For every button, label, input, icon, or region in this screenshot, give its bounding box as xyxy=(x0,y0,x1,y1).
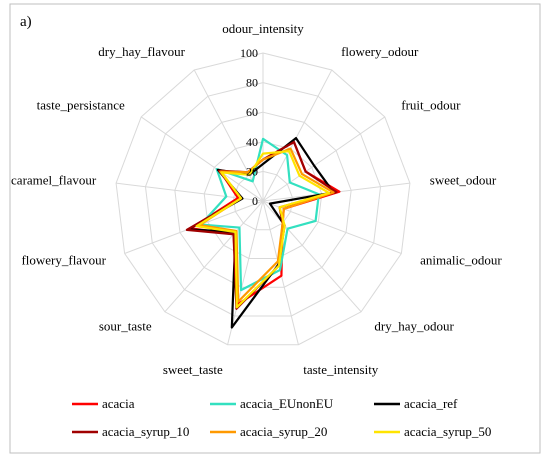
tick-label-40: 40 xyxy=(246,135,258,149)
category-label-flowery_flavour: flowery_flavour xyxy=(21,253,106,268)
grid-ring-40 xyxy=(203,141,323,259)
category-label-caramel_flavour: caramel_flavour xyxy=(11,173,97,188)
grid-ring-100 xyxy=(115,52,411,346)
series-line-acacia_syrup_50 xyxy=(195,150,331,309)
legend-label-acacia_EUnonEU: acacia_EUnonEU xyxy=(240,396,334,411)
tick-label-100: 100 xyxy=(240,46,258,60)
legend-label-acacia_syrup_10: acacia_syrup_10 xyxy=(102,424,189,439)
category-label-taste_intensity: taste_intensity xyxy=(303,362,379,377)
category-label-taste_persistance: taste_persistance xyxy=(37,98,125,113)
category-label-animalic_odour: animalic_odour xyxy=(420,253,502,268)
spoke-taste_persistance xyxy=(140,116,264,202)
category-label-sour_taste: sour_taste xyxy=(99,319,152,334)
tick-label-0: 0 xyxy=(252,194,258,208)
grid-ring-20 xyxy=(233,170,293,231)
radar-series xyxy=(185,136,341,329)
spoke-sour_taste xyxy=(164,200,264,313)
category-labels: odour_intensity flowery_odour fruit_odours… xyxy=(11,21,502,377)
category-label-flowery_odour: flowery_odour xyxy=(341,44,419,59)
radial-tick-labels: 0 20 40 60 80 100 xyxy=(240,46,258,208)
legend-label-acacia_ref: acacia_ref xyxy=(404,396,458,411)
legend-label-acacia_syrup_50: acacia_syrup_50 xyxy=(404,424,491,439)
tick-label-20: 20 xyxy=(246,164,258,178)
radar-spokes xyxy=(116,53,410,345)
legend-label-acacia: acacia xyxy=(102,396,135,411)
spoke-animalic_odour xyxy=(262,200,402,254)
chart-border xyxy=(9,3,541,454)
grid-ring-80 xyxy=(144,82,382,317)
category-label-sweet_odour: sweet_odour xyxy=(430,173,497,188)
category-label-odour_intensity: odour_intensity xyxy=(222,21,304,36)
legend-label-acacia_syrup_20: acacia_syrup_20 xyxy=(240,424,327,439)
category-label-sweet_taste: sweet_taste xyxy=(163,362,223,377)
spoke-fruit_odour xyxy=(262,116,386,202)
panel-label: a) xyxy=(20,14,32,30)
tick-label-60: 60 xyxy=(246,105,258,119)
tick-label-80: 80 xyxy=(246,76,258,90)
spoke-sweet_taste xyxy=(227,200,264,345)
legend: acacia acacia_EUnonEU acacia_ref acacia_syr… xyxy=(72,396,491,439)
category-label-fruit_odour: fruit_odour xyxy=(401,98,461,113)
spoke-dry_hay_flavour xyxy=(193,69,264,202)
category-label-dry_hay_flavour: dry_hay_flavour xyxy=(98,44,185,59)
spoke-flowery_odour xyxy=(262,69,333,202)
category-label-dry_hay_odour: dry_hay_odour xyxy=(374,319,454,334)
